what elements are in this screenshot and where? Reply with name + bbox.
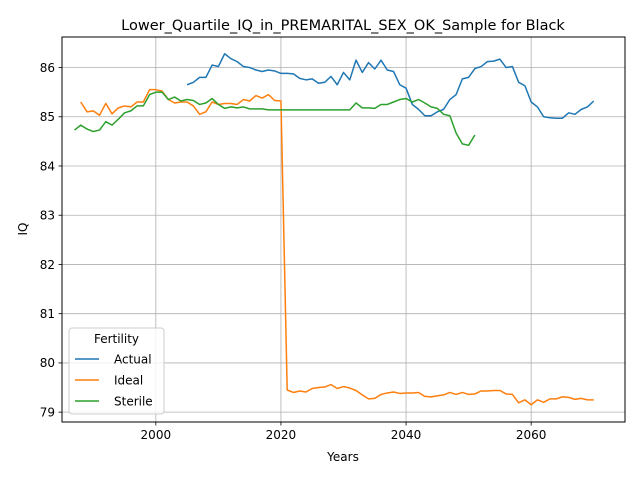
y-axis-label: IQ	[16, 223, 30, 236]
y-tick-label: 86	[40, 61, 55, 75]
chart-title: Lower_Quartile_IQ_in_PREMARITAL_SEX_OK_S…	[121, 18, 565, 34]
axis-ticks: 2000 2020 2040 2060 79 80 81 82 83 84 85 86	[40, 61, 547, 442]
x-tick-label: 2060	[516, 428, 547, 442]
grid-lines	[62, 37, 625, 422]
y-tick-label: 84	[40, 159, 55, 173]
x-tick-label: 2000	[141, 428, 172, 442]
y-tick-label: 80	[40, 356, 55, 370]
series-line-actual	[186, 52, 595, 119]
y-tick-label: 83	[40, 209, 55, 223]
y-tick-label: 79	[40, 405, 55, 419]
legend-label-ideal: Ideal	[114, 373, 143, 387]
x-axis-label: Years	[326, 450, 359, 464]
x-tick-label: 2020	[266, 428, 297, 442]
y-tick-label: 81	[40, 307, 55, 321]
y-tick-label: 85	[40, 110, 55, 124]
series-line-sterile	[74, 91, 476, 147]
legend-label-actual: Actual	[114, 352, 152, 366]
legend-box	[68, 327, 165, 415]
series-layer	[74, 52, 595, 406]
legend: Fertility Actual Ideal Sterile	[68, 327, 165, 415]
legend-title: Fertility	[94, 332, 139, 346]
plot-area-frame	[61, 36, 626, 423]
legend-label-sterile: Sterile	[114, 394, 153, 408]
x-tick-label: 2040	[391, 428, 422, 442]
y-tick-label: 82	[40, 258, 55, 272]
